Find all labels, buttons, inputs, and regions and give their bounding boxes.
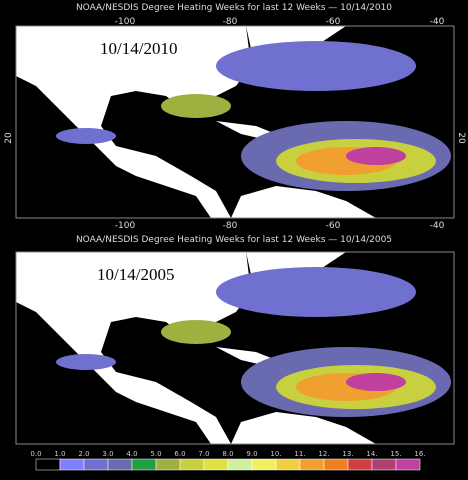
colorbar-swatch <box>107 458 133 471</box>
colorbar-swatch <box>59 458 85 471</box>
colorbar-label: 10. <box>270 450 281 458</box>
colorbar-label: 12. <box>318 450 329 458</box>
panel-title: NOAA/NESDIS Degree Heating Weeks for las… <box>76 235 392 245</box>
colorbar-swatch <box>275 458 301 471</box>
colorbar-swatch <box>179 458 205 471</box>
colorbar-label: 8.0 <box>222 450 233 458</box>
colorbar-swatch <box>371 458 397 471</box>
colorbar-label: 3.0 <box>102 450 113 458</box>
colorbar-swatch <box>203 458 229 471</box>
map <box>16 26 454 218</box>
lon-tick: -60 <box>326 17 341 27</box>
colorbar-label: 15. <box>390 450 401 458</box>
colorbar-swatch <box>299 458 325 471</box>
panel-1: NOAA/NESDIS Degree Heating Weeks for las… <box>4 3 466 231</box>
colorbar-swatch <box>227 458 253 471</box>
panel-2: NOAA/NESDIS Degree Heating Weeks for las… <box>15 235 455 445</box>
colorbar-label: 9.0 <box>246 450 257 458</box>
colorbar-label: 2.0 <box>78 450 89 458</box>
colorbar-swatch <box>395 458 421 471</box>
colorbar-label: 5.0 <box>150 450 161 458</box>
colorbar-label: 14. <box>366 450 377 458</box>
map-frame <box>15 251 455 445</box>
colorbar-label: 4.0 <box>126 450 137 458</box>
colorbar-swatch <box>251 458 277 471</box>
panel-title: NOAA/NESDIS Degree Heating Weeks for las… <box>76 3 392 13</box>
colorbar-label: 7.0 <box>198 450 209 458</box>
date-label: 10/14/2010 <box>100 39 177 58</box>
colorbar: 0.0 1.0 2.0 3.0 4.0 5.0 6.0 7.0 8.0 9.0 10. 11. 12. 1… <box>30 450 426 471</box>
lat-tick: 20 <box>4 132 14 144</box>
colorbar-swatch <box>131 458 157 471</box>
colorbar-swatch <box>347 458 373 471</box>
colorbar-label: 6.0 <box>174 450 185 458</box>
lon-tick: -100 <box>115 221 136 231</box>
map <box>16 252 454 444</box>
lon-tick: -80 <box>223 17 238 27</box>
map-frame <box>15 25 455 219</box>
lon-tick: -60 <box>326 221 341 231</box>
colorbar-label: 0.0 <box>30 450 41 458</box>
colorbar-label: 16. <box>414 450 425 458</box>
lat-tick: 20 <box>456 132 466 144</box>
lon-tick: -80 <box>223 221 238 231</box>
colorbar-label: 13. <box>342 450 353 458</box>
lon-tick: -40 <box>430 17 445 27</box>
colorbar-swatch <box>35 458 61 471</box>
colorbar-swatch <box>155 458 181 471</box>
date-label: 10/14/2005 <box>97 265 174 284</box>
colorbar-swatch <box>83 458 109 471</box>
lon-tick: -100 <box>115 17 136 27</box>
colorbar-label: 1.0 <box>54 450 65 458</box>
colorbar-label: 11. <box>294 450 305 458</box>
lon-tick: -40 <box>430 221 445 231</box>
colorbar-swatch <box>323 458 349 471</box>
